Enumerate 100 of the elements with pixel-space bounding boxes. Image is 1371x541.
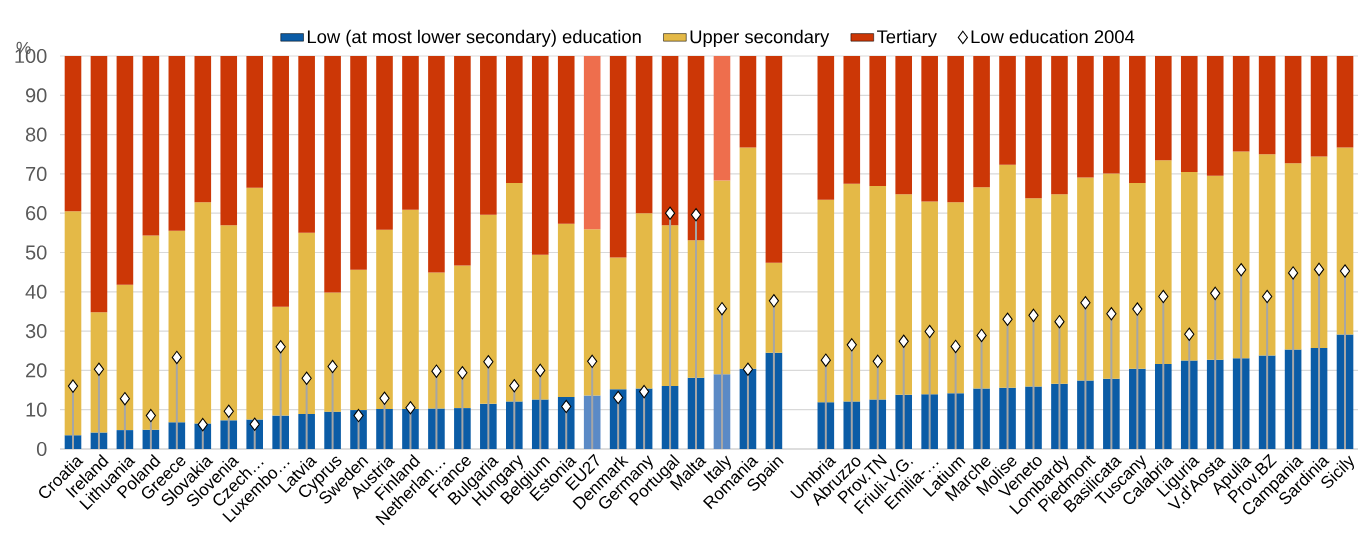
y-tick-label: 90 — [26, 88, 47, 103]
point — [1028, 308, 1039, 323]
bar — [921, 201, 938, 395]
bar — [1051, 194, 1068, 384]
point — [327, 359, 338, 374]
bar — [298, 232, 315, 415]
point — [1106, 307, 1117, 321]
y-tick-label: 0 — [36, 441, 47, 457]
bar — [1103, 173, 1120, 379]
bar — [1129, 182, 1146, 369]
bar — [765, 55, 783, 263]
point — [457, 366, 468, 380]
point — [379, 391, 390, 405]
bar — [869, 55, 887, 187]
bar — [999, 164, 1016, 388]
bar — [1154, 55, 1172, 161]
bar — [1258, 154, 1276, 356]
point — [1054, 314, 1065, 329]
bar — [1232, 151, 1250, 359]
point — [93, 362, 105, 376]
bar — [1284, 163, 1302, 350]
bar — [531, 254, 549, 400]
y-tick-label: 20 — [26, 363, 47, 378]
bar — [921, 55, 938, 202]
bar — [1232, 55, 1250, 152]
point — [1262, 289, 1273, 304]
bar — [298, 55, 315, 233]
bar — [869, 186, 887, 400]
bar — [609, 55, 627, 258]
point — [483, 355, 494, 369]
bar — [402, 209, 419, 409]
bar — [142, 55, 160, 236]
bar — [1336, 55, 1354, 148]
bar — [1180, 55, 1198, 172]
bar — [454, 55, 471, 266]
point — [353, 408, 364, 423]
point — [1287, 266, 1299, 280]
bar — [1284, 55, 1302, 164]
bar — [64, 55, 82, 212]
bar — [324, 292, 341, 412]
point — [145, 408, 157, 423]
point — [197, 417, 208, 432]
bar — [1310, 55, 1328, 157]
bar — [947, 55, 964, 203]
y-tick-label: 60 — [26, 206, 47, 221]
point — [1132, 302, 1143, 316]
bar — [999, 55, 1016, 165]
y-tick-label: 40 — [25, 284, 47, 299]
bar — [687, 55, 705, 241]
bar — [895, 194, 913, 395]
bar — [506, 182, 523, 402]
point — [924, 324, 935, 339]
point — [768, 294, 780, 308]
legend-label: Low education 2004 — [971, 29, 1135, 44]
point — [405, 401, 416, 415]
legend-label: Low (at most lower secondary) education — [307, 29, 641, 47]
bar — [1129, 55, 1146, 183]
point — [67, 379, 79, 393]
bar — [713, 55, 731, 181]
point — [716, 302, 728, 316]
point — [1184, 327, 1195, 341]
bar — [1336, 147, 1354, 335]
bar — [557, 223, 575, 398]
bar — [246, 187, 264, 420]
bar — [506, 55, 523, 183]
bar — [739, 147, 757, 369]
point — [1158, 289, 1169, 304]
point — [690, 208, 702, 222]
bar — [1077, 55, 1094, 178]
bar — [1310, 156, 1328, 348]
bar — [116, 55, 134, 285]
bar — [583, 55, 601, 230]
bar — [609, 257, 627, 390]
bar — [194, 55, 212, 203]
bar — [168, 55, 186, 231]
bar — [376, 55, 393, 230]
point — [1080, 296, 1091, 310]
point — [587, 354, 598, 369]
bar — [1051, 55, 1068, 195]
point — [1339, 264, 1351, 278]
point — [742, 362, 754, 376]
bar — [895, 55, 913, 195]
bar — [428, 272, 445, 409]
point — [171, 350, 182, 365]
bar — [220, 55, 238, 226]
point — [1210, 286, 1221, 301]
point — [223, 404, 234, 418]
bar — [817, 199, 835, 403]
bar — [350, 269, 367, 411]
point — [509, 379, 520, 393]
bar — [947, 202, 964, 394]
legend-label: Upper secondary — [690, 29, 830, 47]
bar — [1206, 175, 1224, 360]
point — [301, 371, 312, 385]
bar — [402, 55, 419, 210]
legend-label: Tertiary — [877, 29, 937, 47]
point — [535, 363, 546, 378]
bar — [220, 225, 238, 421]
point — [872, 354, 883, 369]
bar — [973, 55, 990, 188]
